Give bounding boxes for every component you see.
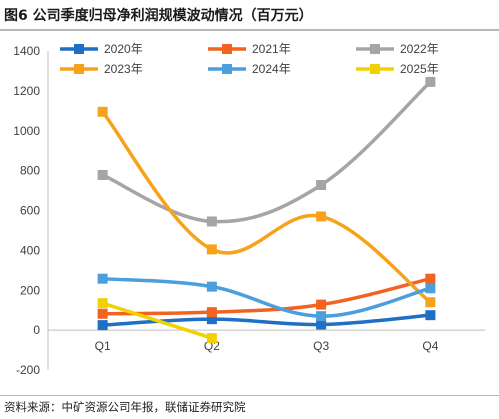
legend-swatch-marker bbox=[74, 64, 84, 74]
data-point-marker bbox=[97, 298, 108, 309]
data-point-marker bbox=[206, 281, 217, 292]
title-divider bbox=[0, 29, 499, 31]
data-point-marker bbox=[97, 170, 108, 181]
y-tick-label: 800 bbox=[20, 164, 40, 178]
data-point-marker bbox=[206, 314, 217, 325]
series-line-2024 bbox=[100, 276, 433, 318]
data-point-marker bbox=[425, 283, 436, 294]
legend-swatch-marker bbox=[222, 64, 232, 74]
legend-label: 2025年 bbox=[400, 62, 439, 76]
source-note: 资料来源：中矿资源公司年报，联储证券研究院 bbox=[4, 400, 246, 414]
y-tick-label: 1000 bbox=[13, 124, 40, 138]
series-line-2023 bbox=[100, 110, 433, 304]
legend-swatch-marker bbox=[222, 44, 232, 54]
data-point-marker bbox=[97, 320, 108, 331]
series-line-2025 bbox=[100, 301, 214, 340]
y-tick-label: 0 bbox=[33, 323, 40, 337]
y-tick-label: 1200 bbox=[13, 84, 40, 98]
data-point-marker bbox=[97, 273, 108, 284]
data-point-marker bbox=[316, 211, 327, 222]
y-tick-label: 600 bbox=[20, 204, 40, 218]
data-point-marker bbox=[316, 179, 327, 190]
legend-label: 2022年 bbox=[400, 42, 439, 56]
data-point-marker bbox=[97, 308, 108, 319]
figure-title: 图6 公司季度归母净利润规模波动情况（百万元） bbox=[4, 8, 313, 24]
y-tick-label: 200 bbox=[20, 283, 40, 297]
legend-label: 2020年 bbox=[104, 42, 143, 56]
data-point-marker bbox=[316, 311, 327, 322]
legend-swatch-marker bbox=[74, 44, 84, 54]
legend-swatch-marker bbox=[370, 64, 380, 74]
series-line-2020 bbox=[100, 313, 433, 327]
data-point-marker bbox=[425, 297, 436, 308]
data-point-marker bbox=[206, 216, 217, 227]
data-point-marker bbox=[316, 299, 327, 310]
data-point-marker bbox=[97, 106, 108, 117]
series-lines-group bbox=[97, 76, 436, 344]
legend-label: 2024年 bbox=[252, 62, 291, 76]
data-point-marker bbox=[425, 76, 436, 87]
x-tick-label: Q4 bbox=[422, 339, 438, 353]
source-divider bbox=[0, 395, 499, 396]
data-point-marker bbox=[206, 333, 217, 344]
legend: 2020年 2021年 2022年 2023年 2024年 2025年 bbox=[60, 42, 439, 76]
data-point-marker bbox=[206, 307, 217, 318]
y-tick-label: 400 bbox=[20, 243, 40, 257]
figure-title-bar: 图6 公司季度归母净利润规模波动情况（百万元） bbox=[0, 0, 499, 31]
x-tick-label: Q3 bbox=[313, 339, 329, 353]
y-tick-label: 1400 bbox=[13, 44, 40, 58]
y-tick-label: -200 bbox=[16, 363, 40, 377]
data-point-marker bbox=[425, 310, 436, 321]
x-tick-label: Q1 bbox=[95, 339, 111, 353]
data-point-marker bbox=[425, 273, 436, 284]
series-line-2022 bbox=[100, 80, 433, 224]
legend-label: 2021年 bbox=[252, 42, 291, 56]
series-line-2021 bbox=[100, 276, 433, 316]
data-point-marker bbox=[316, 319, 327, 330]
legend-label: 2023年 bbox=[104, 62, 143, 76]
data-point-marker bbox=[206, 244, 217, 255]
legend-swatch-marker bbox=[370, 44, 380, 54]
chart-container: -200 0 200 400 600 800 1000 1200 1400 Q1 Q2 Q3 Q4 20… bbox=[0, 31, 499, 393]
